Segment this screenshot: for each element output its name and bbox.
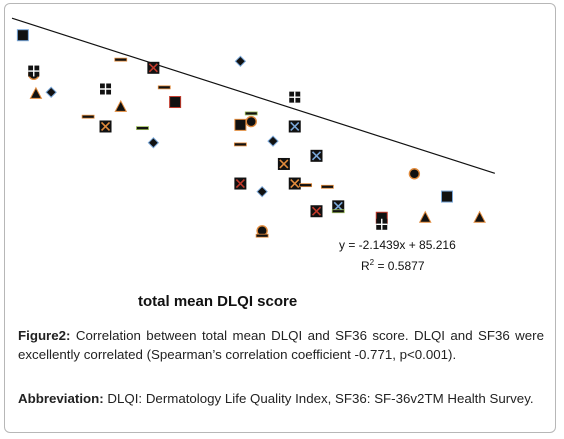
data-point-square-x [288, 120, 301, 133]
abbreviation-label: Abbreviation: [18, 391, 104, 406]
data-point-square-x [147, 61, 160, 74]
r-squared-label: R2 = 0.5877 [361, 258, 425, 273]
data-point-diamond [267, 135, 279, 147]
caption-label: Figure2: [18, 328, 71, 343]
figure-caption: Figure2: Correlation between total mean … [18, 326, 544, 364]
data-point-dash [233, 142, 247, 147]
data-point-square [169, 96, 182, 109]
caption-text: Correlation between total mean DLQI and … [18, 328, 544, 362]
scatter-plot [11, 17, 496, 238]
data-point-triangle [418, 210, 432, 223]
data-point-square-plus [100, 83, 112, 95]
x-axis-label: total mean DLQI score [138, 293, 298, 310]
data-point-dash [136, 126, 149, 131]
data-point-dash [255, 233, 269, 238]
data-point-triangle [473, 210, 486, 223]
trendline-equation: y = -2.1439x + 85.216 [339, 238, 456, 252]
data-point-dash [244, 111, 258, 116]
points-layer [16, 29, 486, 238]
abbreviation-note: Abbreviation: DLQI: Dermatology Life Qua… [18, 389, 544, 408]
data-point-triangle [29, 86, 43, 99]
r-squared-value: = 0.5877 [374, 259, 425, 273]
data-point-square [441, 190, 453, 203]
trendline-layer [11, 17, 496, 174]
data-point-circle [245, 115, 257, 128]
data-point-square-plus [376, 218, 388, 230]
data-point-diamond [256, 185, 268, 198]
data-point-square-x [310, 205, 323, 218]
data-point-triangle [114, 99, 128, 112]
data-point-square-x [234, 177, 247, 190]
data-point-square-plus [28, 65, 40, 77]
data-point-square [16, 29, 29, 42]
data-point-dash [157, 85, 171, 90]
data-point-diamond [234, 55, 247, 67]
abbreviation-text: DLQI: Dermatology Life Quality Index, SF… [103, 391, 534, 406]
data-point-diamond [147, 137, 160, 149]
data-point-square-x [310, 149, 323, 162]
data-point-dash [320, 184, 334, 189]
data-point-square-plus [289, 91, 301, 103]
data-point-dash [331, 209, 345, 214]
figure-frame [4, 3, 556, 433]
data-point-dash [114, 57, 128, 62]
r-squared-exponent: 2 [369, 258, 375, 267]
data-point-circle [408, 168, 421, 180]
data-point-diamond [45, 86, 57, 98]
data-point-square [234, 118, 247, 131]
data-point-square-x [277, 157, 290, 170]
data-point-dash [299, 183, 313, 188]
r-squared-symbol: R [361, 259, 370, 273]
trendline [11, 17, 496, 174]
data-point-dash [81, 114, 95, 119]
data-point-square-x [288, 177, 301, 190]
data-point-square-x [99, 120, 112, 133]
